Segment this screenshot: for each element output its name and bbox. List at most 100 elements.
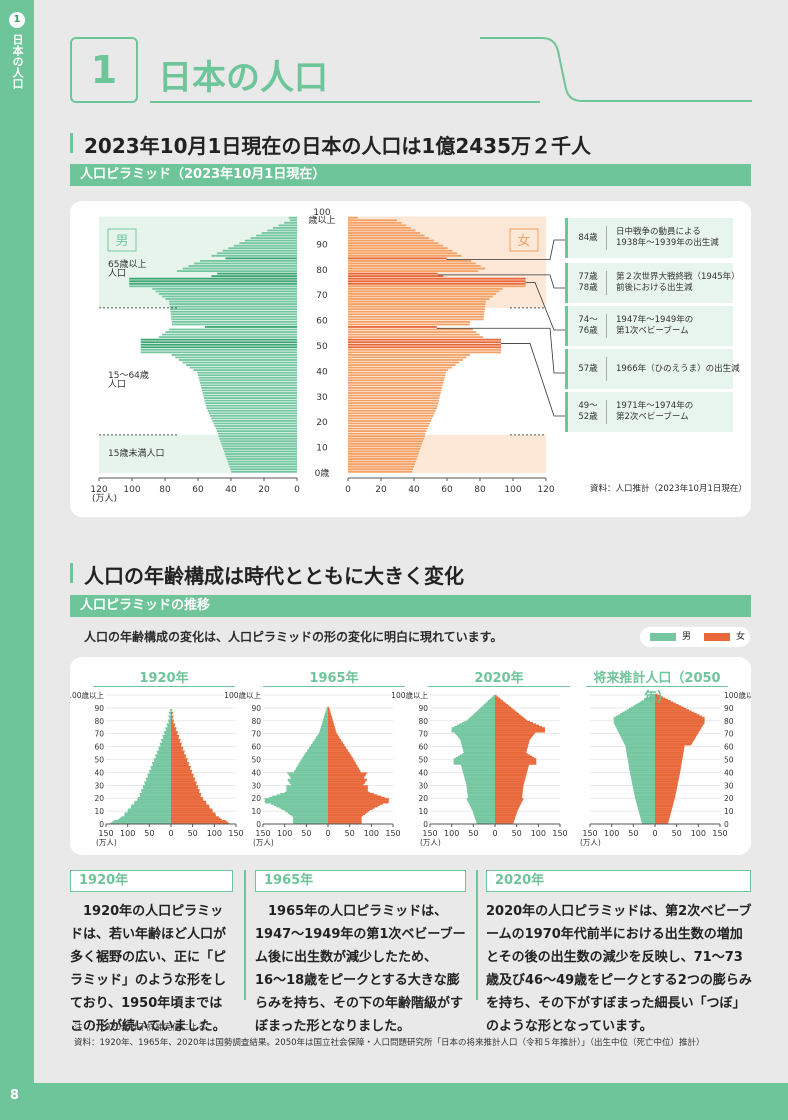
age-tick-label: 50 [251,756,261,765]
male-bar [297,765,328,768]
male-bar [614,723,655,725]
male-bar [451,731,495,733]
annotation-separator [606,271,607,295]
annotation-separator [606,226,607,250]
male-bar [151,768,171,770]
age-tick-label: 20 [418,794,428,803]
male-bar [225,257,297,260]
female-bar [655,742,693,745]
male-bar [194,262,297,265]
male-bar [207,409,297,412]
female-bar [495,751,527,754]
female-bar [655,698,669,701]
male-bar [162,736,171,738]
female-bar [171,754,187,756]
male-bar [636,800,655,803]
female-bar [495,742,529,745]
female-bar [348,374,446,377]
male-bar [481,706,495,708]
female-bar [348,453,419,455]
female-bar [171,733,178,736]
x-tick-label: 80 [159,485,171,495]
female-bar [171,773,194,776]
female-bar [655,751,684,754]
male-bar [321,724,328,727]
section1-heading: 2023年10月1日現在の日本の人口は1億2435万２千人 [84,134,591,158]
male-bar [217,272,297,275]
age-tick-label: 50 [316,342,328,352]
female-bar [495,747,528,750]
female-bar [348,287,503,290]
female-bar [328,737,340,739]
female-bar [655,728,701,730]
female-bar [495,710,516,712]
female-bar [171,745,182,747]
female-bar [348,437,424,440]
female-bar [495,812,517,814]
female-bar [171,725,175,728]
male-bar [474,814,495,817]
male-bar [152,762,171,764]
age-tick-label: 90 [316,240,328,250]
female-bar [495,821,514,823]
female-bar [655,809,672,812]
age-tick-label: 20 [724,794,734,803]
male-bar [632,782,655,785]
male-bar [314,738,328,741]
male-bar [459,723,495,725]
female-bar [328,745,345,747]
female-bar [171,772,192,774]
male-bar [453,763,495,765]
male-bar [289,813,328,816]
male-bar [465,780,495,782]
age-tick-label: 80 [251,717,261,726]
female-bar [655,711,695,714]
female-bar [495,759,537,761]
female-bar [171,742,182,745]
male-bar [629,768,655,770]
female-bar [328,729,336,732]
male-bar [303,755,328,758]
female-bar [171,767,191,769]
male-bar [222,445,297,448]
male-bar [287,772,328,774]
male-bar [467,719,495,721]
male-bar [639,812,655,814]
female-bar [348,293,497,295]
male-bar [311,744,328,746]
female-bar [655,764,682,767]
female-bar [495,764,529,767]
female-bar [495,816,516,818]
female-bar [655,780,679,782]
male-bar [469,804,495,807]
male-bar [239,242,297,245]
female-bar [655,778,679,781]
female-bar [348,407,437,410]
female-bar [171,714,172,716]
female-bar [495,809,518,812]
female-bar [495,760,537,763]
female-bar [348,259,472,262]
male-bar [155,290,297,293]
female-bar [655,821,669,823]
female-bar [328,772,368,774]
male-bar [171,320,297,323]
male-bar [462,771,495,773]
female-bar [655,760,682,763]
annotation-text: 日中戦争の動員による 1938年〜1939年の出生減 [616,227,719,248]
female-bar [171,718,173,720]
male-bar [264,802,328,804]
age-tick-label: 0 [724,820,729,829]
male-bar [467,793,495,795]
female-bar [328,802,389,804]
male-bar [451,728,495,730]
male-bar [245,239,297,242]
age-tick-label: 0 [423,820,428,829]
annotation-text: 1947年〜1949年の 第1次ベビーブーム [616,315,694,336]
female-bar [171,777,196,779]
female-bar [655,756,683,759]
female-bar [655,732,699,734]
female-bar [348,341,501,344]
male-bar [222,249,297,252]
male-bar [287,812,328,814]
